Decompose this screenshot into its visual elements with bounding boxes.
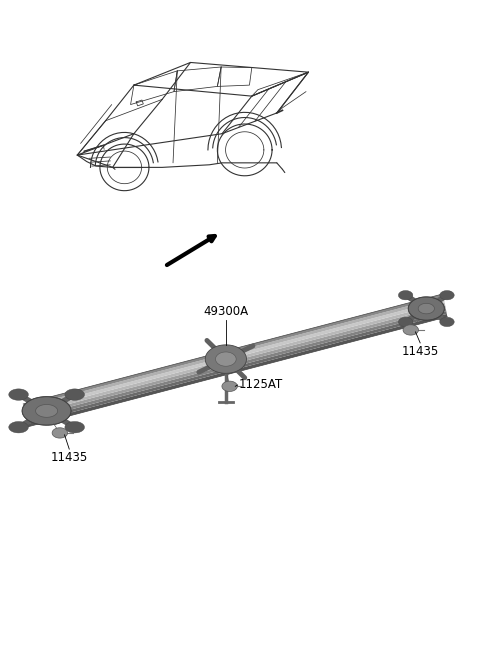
Polygon shape [403,325,419,335]
Text: 11435: 11435 [402,345,439,358]
Text: 49300A: 49300A [204,304,249,318]
Polygon shape [36,405,58,417]
Polygon shape [440,291,454,300]
Polygon shape [27,314,447,427]
Polygon shape [23,294,444,407]
Polygon shape [65,389,84,400]
Polygon shape [25,302,445,415]
Polygon shape [398,318,413,327]
Polygon shape [65,422,84,433]
Polygon shape [398,291,413,300]
Polygon shape [9,389,28,400]
Polygon shape [418,303,434,314]
Polygon shape [24,297,444,410]
Polygon shape [26,308,446,421]
Polygon shape [25,305,446,419]
Polygon shape [222,381,237,392]
Polygon shape [26,311,447,424]
Polygon shape [205,345,246,373]
Polygon shape [440,318,454,327]
Text: 1125AT: 1125AT [239,379,283,392]
Text: 11435: 11435 [50,451,88,464]
Polygon shape [52,428,68,438]
Polygon shape [9,422,28,433]
Polygon shape [24,300,444,413]
Polygon shape [408,297,444,320]
Polygon shape [216,352,236,366]
Polygon shape [22,397,71,425]
